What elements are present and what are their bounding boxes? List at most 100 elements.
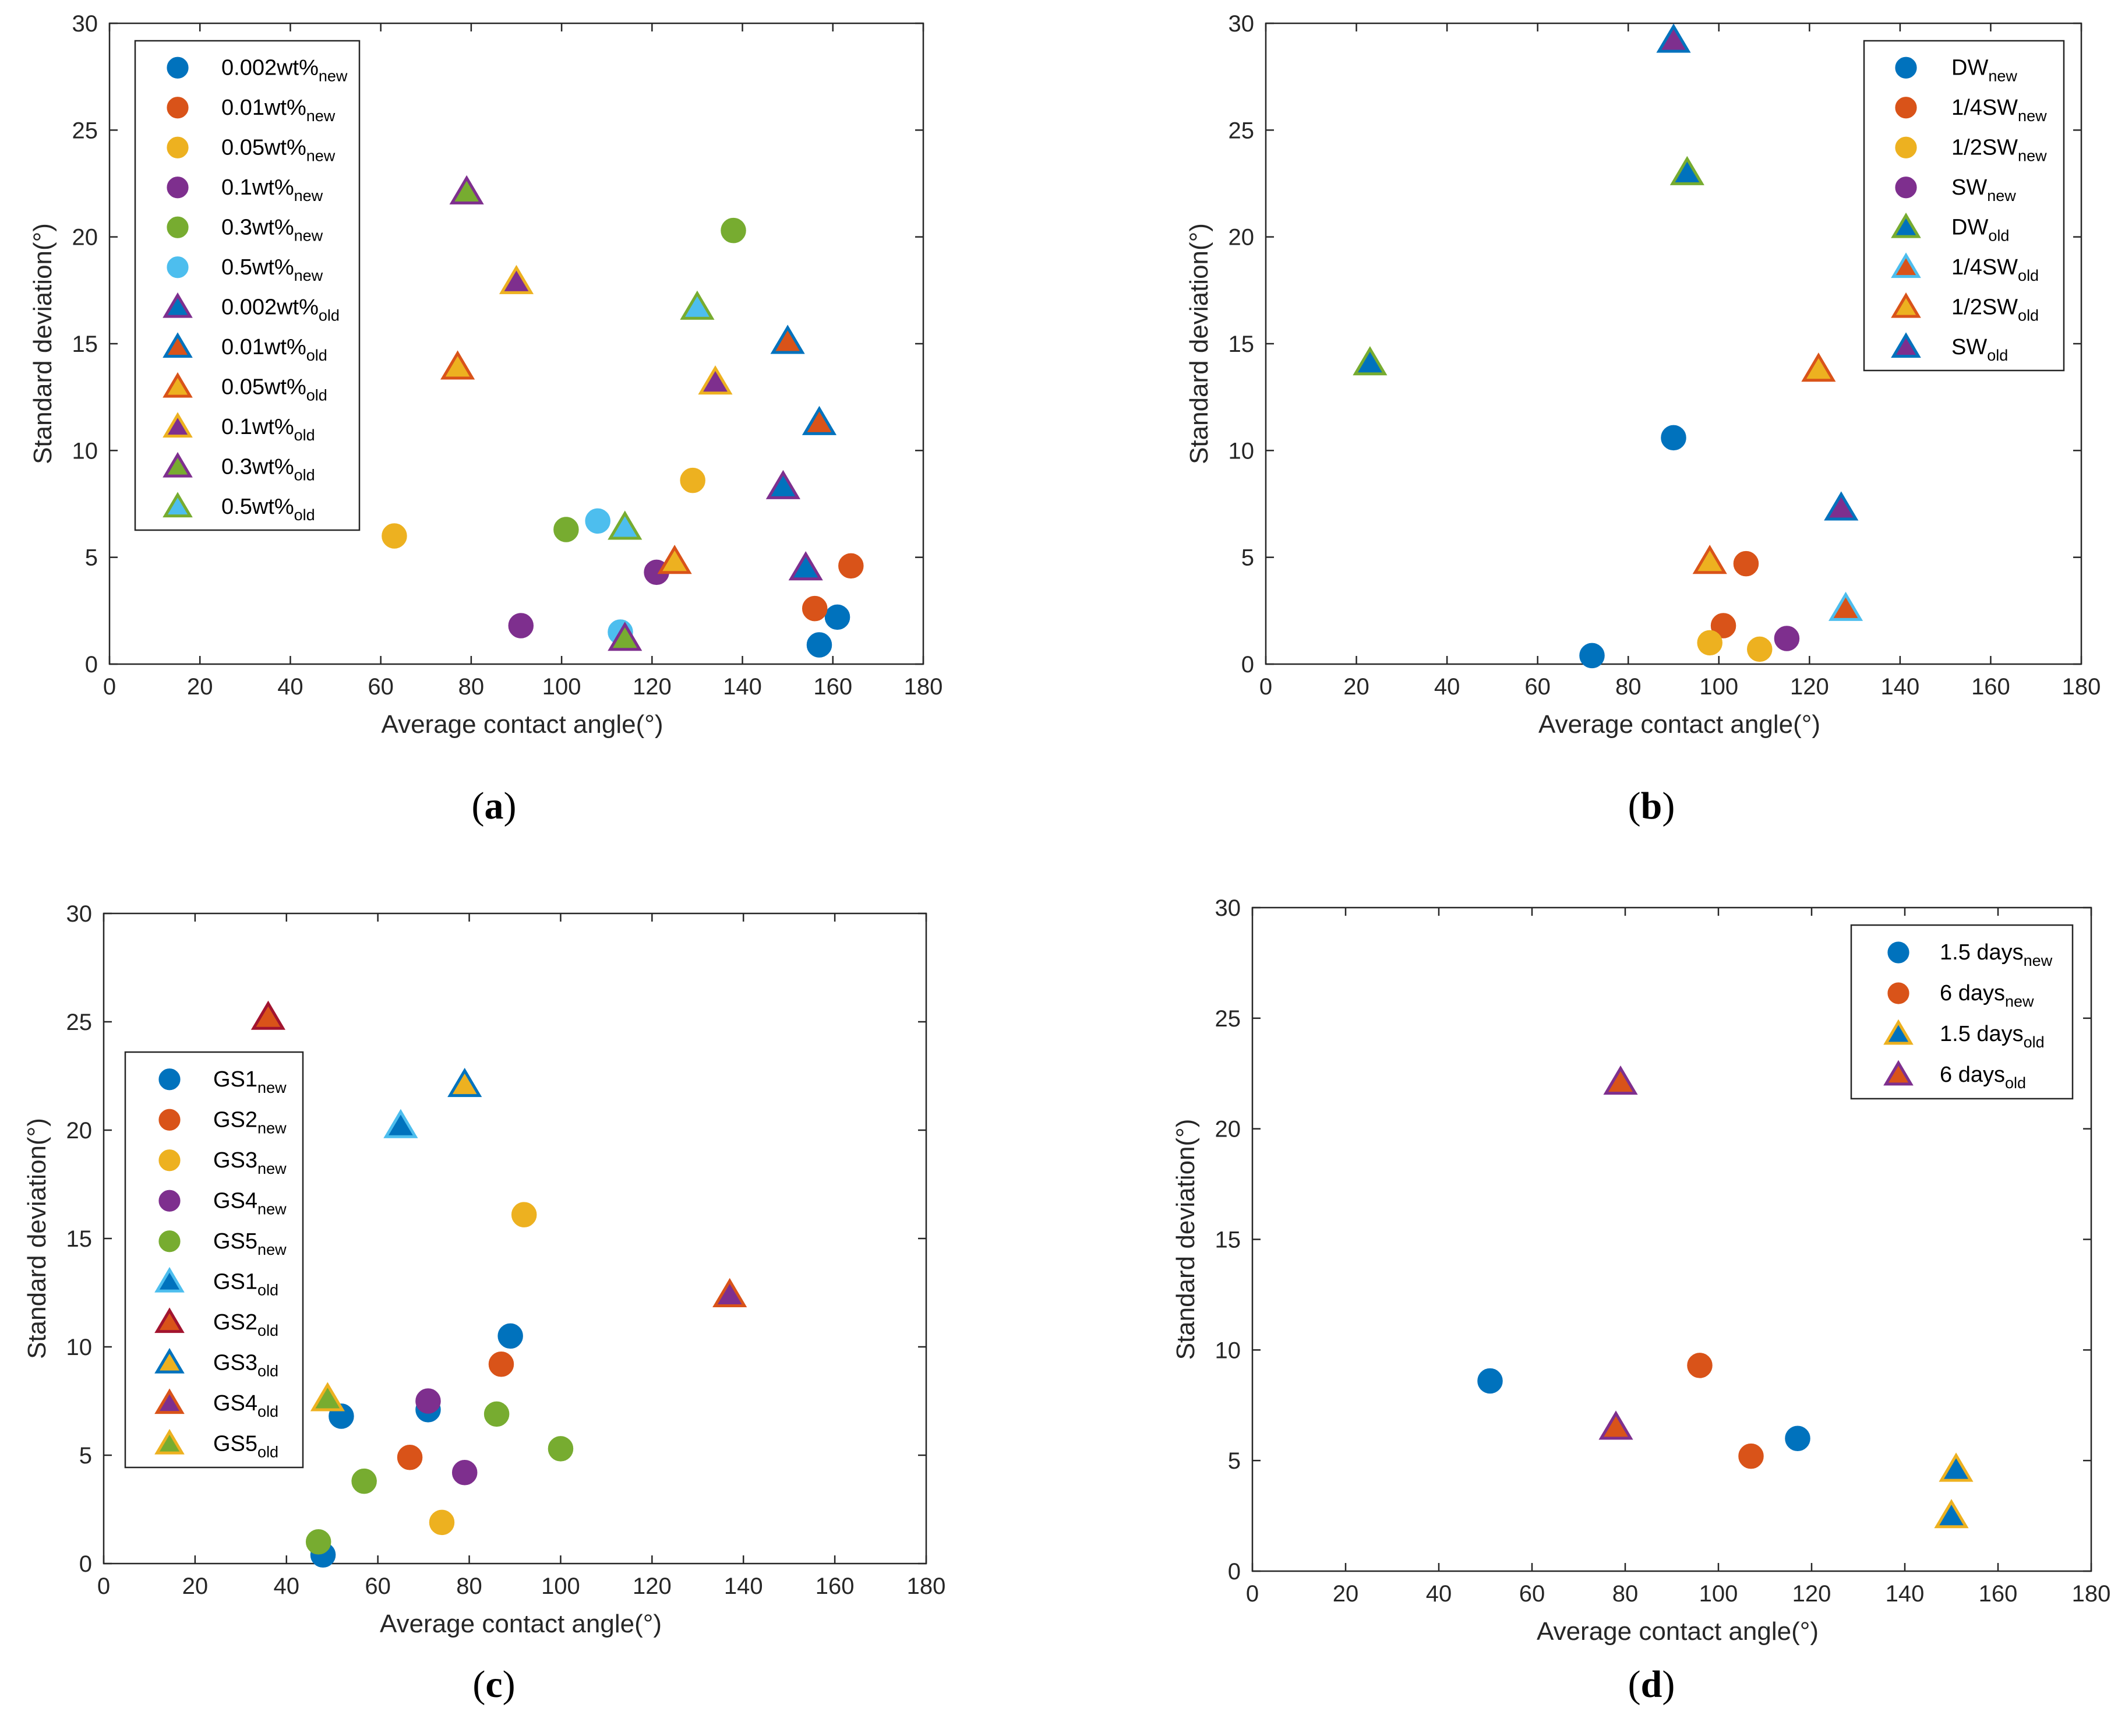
legend-symbol-circle <box>1895 57 1917 79</box>
data-point-triangle <box>608 622 643 651</box>
data-point-circle <box>305 1529 331 1555</box>
data-point-circle <box>497 1323 523 1349</box>
data-point-triangle <box>447 1067 482 1098</box>
legend-symbol-circle <box>1895 177 1917 199</box>
chart-panel-c: 0 20 40 60 80 100 120 140 160 180 0 5 10 15 20 25 30 Aver… <box>23 901 945 1706</box>
series-0-01wt--new <box>802 553 864 622</box>
series-0-01wt--old <box>770 324 837 435</box>
x-tick-label: 40 <box>277 674 303 700</box>
legend-symbol-triangle <box>1891 292 1921 318</box>
data-point-triangle <box>1828 591 1863 621</box>
y-tick-label: 20 <box>1215 1117 1241 1142</box>
legend-label: 1.5 daysnew <box>1940 940 2053 969</box>
y-tick-label: 15 <box>1229 331 1255 357</box>
panel-label: (a) <box>472 785 517 827</box>
x-tick-label: 120 <box>1790 674 1829 700</box>
legend-label: 0.5wt%old <box>221 495 315 524</box>
series-0-3wt--new <box>553 217 746 542</box>
series-1-5-days-new <box>1477 1368 1810 1451</box>
data-point-circle <box>351 1468 377 1494</box>
series-GS5-old <box>310 1382 345 1412</box>
data-point-triangle <box>1669 156 1704 185</box>
y-tick-label: 5 <box>79 1443 92 1469</box>
legend-box <box>124 1051 304 1469</box>
series-GS4-old <box>712 1278 747 1307</box>
chart-panel-b: 0 20 40 60 80 100 120 140 160 180 0 5 10 15 20 25 30 Aver… <box>1185 11 2101 827</box>
x-axis-title: Average contact angle(°) <box>1537 1617 1819 1646</box>
legend-label: GS2old <box>213 1310 278 1339</box>
legend-label: GS5new <box>213 1229 287 1258</box>
y-tick-label: 20 <box>66 1118 93 1144</box>
series-0-1wt--new <box>508 559 669 638</box>
legend-symbol-triangle <box>154 1388 185 1414</box>
x-tick-label: 60 <box>365 1573 391 1599</box>
series-0-002wt--new <box>806 604 850 658</box>
y-tick-label: 10 <box>72 438 98 464</box>
y-axis-title: Standard deviation(°) <box>29 223 57 464</box>
data-point-circle <box>680 467 705 493</box>
panel-label: (d) <box>1628 1663 1675 1706</box>
data-point-triangle <box>1934 1499 1969 1529</box>
legend-label: 1.5 daysold <box>1940 1022 2045 1051</box>
legend-label: GS4old <box>213 1391 278 1420</box>
legend-symbol-circle <box>158 1109 181 1131</box>
data-point-circle <box>548 1436 574 1462</box>
y-tick-label: 25 <box>66 1010 93 1035</box>
data-point-circle <box>1477 1368 1503 1394</box>
legend-label: 1/4SWnew <box>1951 96 2047 125</box>
legend-symbol-triangle <box>154 1266 185 1293</box>
legend-label: 0.3wt%old <box>221 454 315 484</box>
legend-symbol-circle <box>1887 982 1909 1004</box>
data-point-circle <box>483 1401 510 1427</box>
x-tick-label: 20 <box>187 674 213 700</box>
y-tick-label: 0 <box>1241 652 1254 678</box>
x-tick-label: 120 <box>633 1573 672 1599</box>
legend-box <box>134 40 361 531</box>
data-point-circle <box>1661 425 1686 451</box>
x-tick-label: 20 <box>182 1573 209 1599</box>
legend-symbol-circle <box>158 1149 181 1172</box>
x-axis-title: Average contact angle(°) <box>1538 710 1820 739</box>
x-tick-label: 180 <box>907 1573 946 1599</box>
data-point-triangle <box>680 290 715 320</box>
legend-label: DWnew <box>1951 55 2017 84</box>
legend-symbol-circle <box>167 136 189 158</box>
legend-symbol-circle <box>158 1190 181 1212</box>
legend-label: 0.1wt%new <box>221 175 323 204</box>
series-GS2-new <box>397 1352 514 1470</box>
legend-symbol-circle <box>167 57 189 79</box>
legend-symbol-circle <box>1887 941 1909 964</box>
series-1-2SW-old <box>1692 352 1836 574</box>
data-point-circle <box>1710 613 1736 638</box>
x-tick-label: 40 <box>1434 674 1460 700</box>
legend-label: GS2new <box>213 1107 287 1137</box>
y-tick-label: 5 <box>85 545 98 571</box>
series-0-05wt--old <box>440 350 692 574</box>
data-point-circle <box>1733 551 1759 577</box>
legend-label: 0.5wt%new <box>221 255 323 284</box>
data-point-triangle <box>1598 1410 1633 1440</box>
series-GS1-old <box>383 1109 418 1138</box>
y-tick-label: 15 <box>66 1226 93 1252</box>
series-1-5-days-old <box>1934 1452 1974 1529</box>
series-GS5-new <box>305 1401 574 1555</box>
legend-symbol-circle <box>158 1230 181 1252</box>
data-point-triangle <box>1656 23 1691 53</box>
legend-symbol-triangle <box>1883 1019 1914 1045</box>
legend-label: 6 daysold <box>1940 1063 2026 1092</box>
legend-symbol-triangle <box>1891 252 1921 278</box>
x-tick-label: 80 <box>1615 674 1642 700</box>
x-tick-label: 0 <box>1259 674 1272 700</box>
series-SW-old <box>1656 23 1859 521</box>
legend-label: 0.002wt%old <box>221 295 340 324</box>
data-point-circle <box>721 217 746 244</box>
x-tick-label: 120 <box>1792 1581 1831 1607</box>
data-point-circle <box>397 1444 423 1470</box>
x-tick-label: 140 <box>724 1573 763 1599</box>
legend-label: GS4new <box>213 1188 287 1218</box>
data-point-triangle <box>1824 491 1859 521</box>
series-GS4-new <box>415 1388 478 1486</box>
data-point-circle <box>429 1509 455 1536</box>
data-point-circle <box>1738 1443 1764 1469</box>
